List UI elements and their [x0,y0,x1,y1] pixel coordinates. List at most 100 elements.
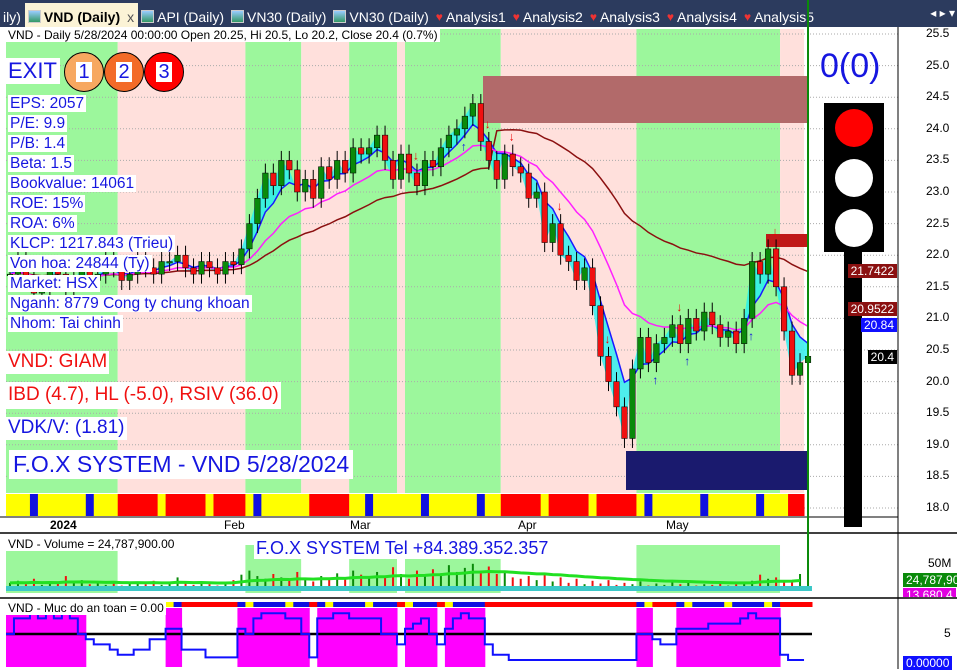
candle-body [413,172,421,186]
safety-state-segment [556,602,566,607]
exit-level-3: 3 [144,52,184,92]
candle-body [541,191,548,243]
safety-zone [444,608,454,667]
price-tick: 22.0 [926,247,950,262]
tab-label: Analysis5 [754,8,814,25]
tab-analysis2[interactable]: ♥ Analysis2 [510,3,587,27]
candle-body [358,147,365,155]
safety-state-segment [428,602,438,607]
safety-state-segment [692,602,701,607]
signal-counter: 0(0) [820,47,881,85]
sell-arrow-icon: ↓ [413,149,419,163]
tab-analysis5[interactable]: ♥ Analysis5 [741,3,818,27]
candle-body [597,305,604,357]
safety-state-segment [588,602,598,607]
state-bar-segment [508,494,518,516]
state-bar-segment [468,494,478,516]
price-tick: 20.0 [926,373,950,388]
analysis-icon: ♥ [512,9,520,24]
volume-banner: F.O.X SYSTEM Tel +84.389.352.357 [254,538,551,559]
support-zone [626,451,808,490]
resistance-zone [483,76,808,123]
exit-level-number: 3 [156,61,172,83]
candle-body [421,160,429,186]
tab-api-daily-[interactable]: API (Daily) [138,3,228,27]
safety-zone [245,608,254,667]
safety-zone [724,608,733,667]
system-title: F.O.X SYSTEM - VND 5/28/2024 [9,450,354,480]
candle-body [629,368,636,439]
state-bar-segment [205,494,214,516]
state-bar-segment [748,494,757,516]
tab-label: VND (Daily) [43,8,121,25]
sell-arrow-icon: ↓ [772,224,778,238]
state-bar-segment [652,494,661,516]
close-tab-icon[interactable]: x [127,8,135,25]
safety-state-segment [572,602,582,607]
volume-zone [636,545,781,593]
date-tick: Mar [350,518,371,532]
candle-body [733,330,740,344]
analysis-icon: ♥ [743,9,752,24]
tab-bar: ily) VND (Daily) x API (Daily) VN30 (Daily) V… [0,0,912,27]
tab-ily-[interactable]: ily) [0,3,25,27]
safety-zone [253,608,262,667]
tab-analysis3[interactable]: ♥ Analysis3 [587,3,664,27]
safety-zone [365,608,374,667]
date-tick: Feb [224,518,245,532]
candle-body [669,324,676,338]
candle-body [605,356,612,382]
safety-zone [708,608,717,667]
tab-label: Analysis1 [445,8,506,25]
state-bar-segment [564,494,574,516]
tab-vn30-daily-[interactable]: VN30 (Daily) [330,3,432,27]
state-bar-segment [572,494,582,516]
state-bar-segment [69,494,79,516]
safety-state-segment [269,602,278,607]
tab-analysis4[interactable]: ♥ Analysis4 [664,3,741,27]
candle-body [717,324,724,338]
price-tick: 24.5 [926,89,950,104]
safety-state-segment [365,602,374,607]
fundamental-item: ROE: 15% [8,195,86,213]
state-bar-segment [237,494,246,516]
price-tag: 21.7422 [847,264,897,278]
state-bar-segment [165,494,175,516]
volume-tag: 24,787,90 [903,573,957,587]
tab-scroll-arrows[interactable]: ◂ ▸ ▾ [930,6,955,20]
date-tick: May [666,518,689,532]
candle-body [637,337,644,370]
candle-body [294,169,301,193]
state-bar-segment [325,494,334,516]
price-tick: 22.5 [926,215,950,230]
safety-state-segment [309,602,318,607]
state-bar-segment [53,494,63,516]
state-bar-segment [253,494,262,516]
safety-state-segment [780,602,789,607]
tab-analysis1[interactable]: ♥ Analysis1 [433,3,510,27]
tab-vnd-daily-[interactable]: VND (Daily) x [24,3,139,27]
state-bar-segment [716,494,725,516]
state-bar-segment [45,494,55,516]
volume-zone [6,545,118,593]
state-bar-segment [101,494,111,516]
state-bar-segment [756,494,765,516]
price-tick: 18.5 [926,468,950,483]
fundamental-item: Nhom: Tai chinh [8,315,123,333]
safety-state-segment [221,602,230,607]
safety-title: VND - Muc do an toan = 0.00 [6,601,166,616]
chart-icon [231,10,245,23]
state-bar-segment [6,494,15,516]
traffic-light-red-lamp [835,109,873,147]
safety-state-segment [604,602,613,607]
tab-vn30-daily-[interactable]: VN30 (Daily) [228,3,330,27]
safety-state-segment [349,602,358,607]
state-bar-segment [61,494,71,516]
safety-zone [740,608,749,667]
state-bar-segment [732,494,741,516]
safety-zone [69,608,79,667]
tab-label: VN30 (Daily) [247,8,327,25]
state-bar-segment [317,494,326,516]
state-bar-segment [221,494,230,516]
